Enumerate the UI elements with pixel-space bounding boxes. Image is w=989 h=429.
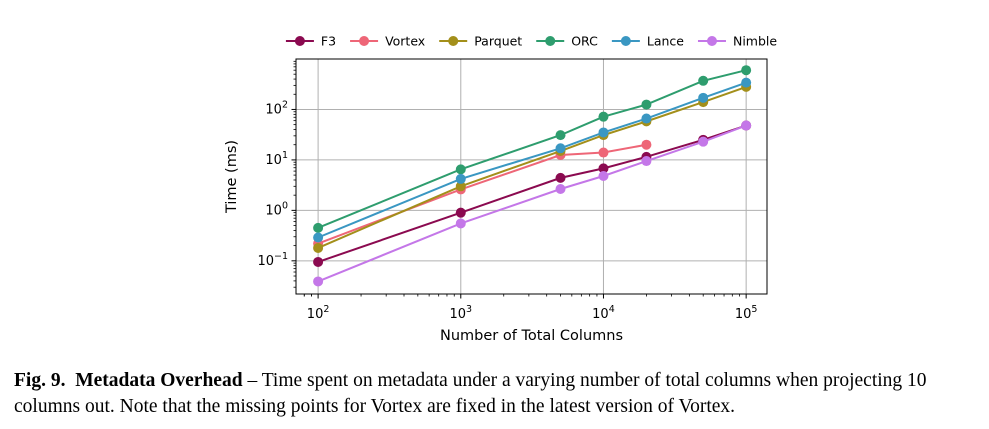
legend-marker <box>545 36 556 46</box>
data-point <box>741 77 752 88</box>
x-tick-label: 105 <box>735 304 758 322</box>
data-point <box>555 143 566 154</box>
series-lance <box>313 77 752 243</box>
plot-frame <box>295 58 768 295</box>
legend-item-vortex: Vortex <box>350 34 425 49</box>
x-tick-label: 102 <box>307 304 330 322</box>
data-point <box>313 242 324 253</box>
data-point <box>741 65 752 76</box>
figure-caption: Fig. 9. Metadata Overhead – Time spent o… <box>14 368 982 420</box>
y-tick-label: 101 <box>265 150 288 168</box>
chart: 102 103 104 105 10−1 100 101 102 Number of Total… <box>224 34 777 345</box>
data-point <box>641 113 652 124</box>
data-point <box>598 127 609 138</box>
data-point <box>455 181 466 192</box>
data-point <box>598 170 609 181</box>
series-line <box>317 124 747 283</box>
caption-label: Fig. 9. <box>14 370 66 391</box>
data-point <box>641 99 652 110</box>
series-parquet <box>313 81 752 253</box>
data-point <box>313 222 324 233</box>
data-point <box>598 111 609 122</box>
series-nimble <box>313 120 752 287</box>
series-vortex <box>313 139 652 249</box>
legend-marker <box>448 36 459 46</box>
data-point <box>598 163 609 174</box>
data-point <box>455 218 466 229</box>
data-point <box>641 156 652 167</box>
data-point <box>598 147 609 158</box>
x-axis-label: Number of Total Columns <box>440 328 623 344</box>
data-point <box>313 256 324 267</box>
legend-item-f3: F3 <box>285 34 336 49</box>
legend-label: Vortex <box>385 34 425 49</box>
legend-item-nimble: Nimble <box>697 34 777 49</box>
caption-text: – Time spent on metadata under a varying… <box>14 370 927 417</box>
legend-marker <box>706 36 717 46</box>
legend-marker <box>294 36 305 46</box>
y-tick-label: 10−1 <box>257 251 288 269</box>
x-tick-label: 103 <box>449 304 472 322</box>
data-point <box>641 139 652 150</box>
data-point <box>698 92 709 103</box>
data-point <box>555 184 566 195</box>
series-line <box>317 124 747 263</box>
data-point <box>313 232 324 243</box>
legend-item-parquet: Parquet <box>439 34 522 49</box>
data-point <box>555 130 566 141</box>
legend-item-orc: ORC <box>536 34 598 49</box>
series-line <box>317 85 747 249</box>
legend-label: ORC <box>571 34 598 49</box>
legend-label: Nimble <box>733 34 777 49</box>
y-tick-label: 102 <box>265 99 288 117</box>
series-f3 <box>313 120 752 267</box>
legend-item-lance: Lance <box>611 34 684 49</box>
data-point <box>698 75 709 86</box>
data-point <box>455 207 466 218</box>
data-point <box>555 172 566 183</box>
series-orc <box>313 65 752 233</box>
legend-marker <box>359 36 370 46</box>
data-point <box>313 276 324 287</box>
legend-label: F3 <box>321 34 336 49</box>
legend-label: Lance <box>647 34 684 49</box>
y-tick-label: 100 <box>265 200 288 218</box>
data-point <box>698 136 709 147</box>
legend-marker <box>620 36 631 46</box>
y-axis-label: Time (ms) <box>224 140 240 214</box>
caption-title: Metadata Overhead <box>75 370 243 391</box>
data-point <box>455 173 466 184</box>
data-point <box>455 164 466 175</box>
data-point <box>741 120 752 131</box>
x-tick-label: 104 <box>592 304 615 322</box>
legend-label: Parquet <box>474 34 522 49</box>
